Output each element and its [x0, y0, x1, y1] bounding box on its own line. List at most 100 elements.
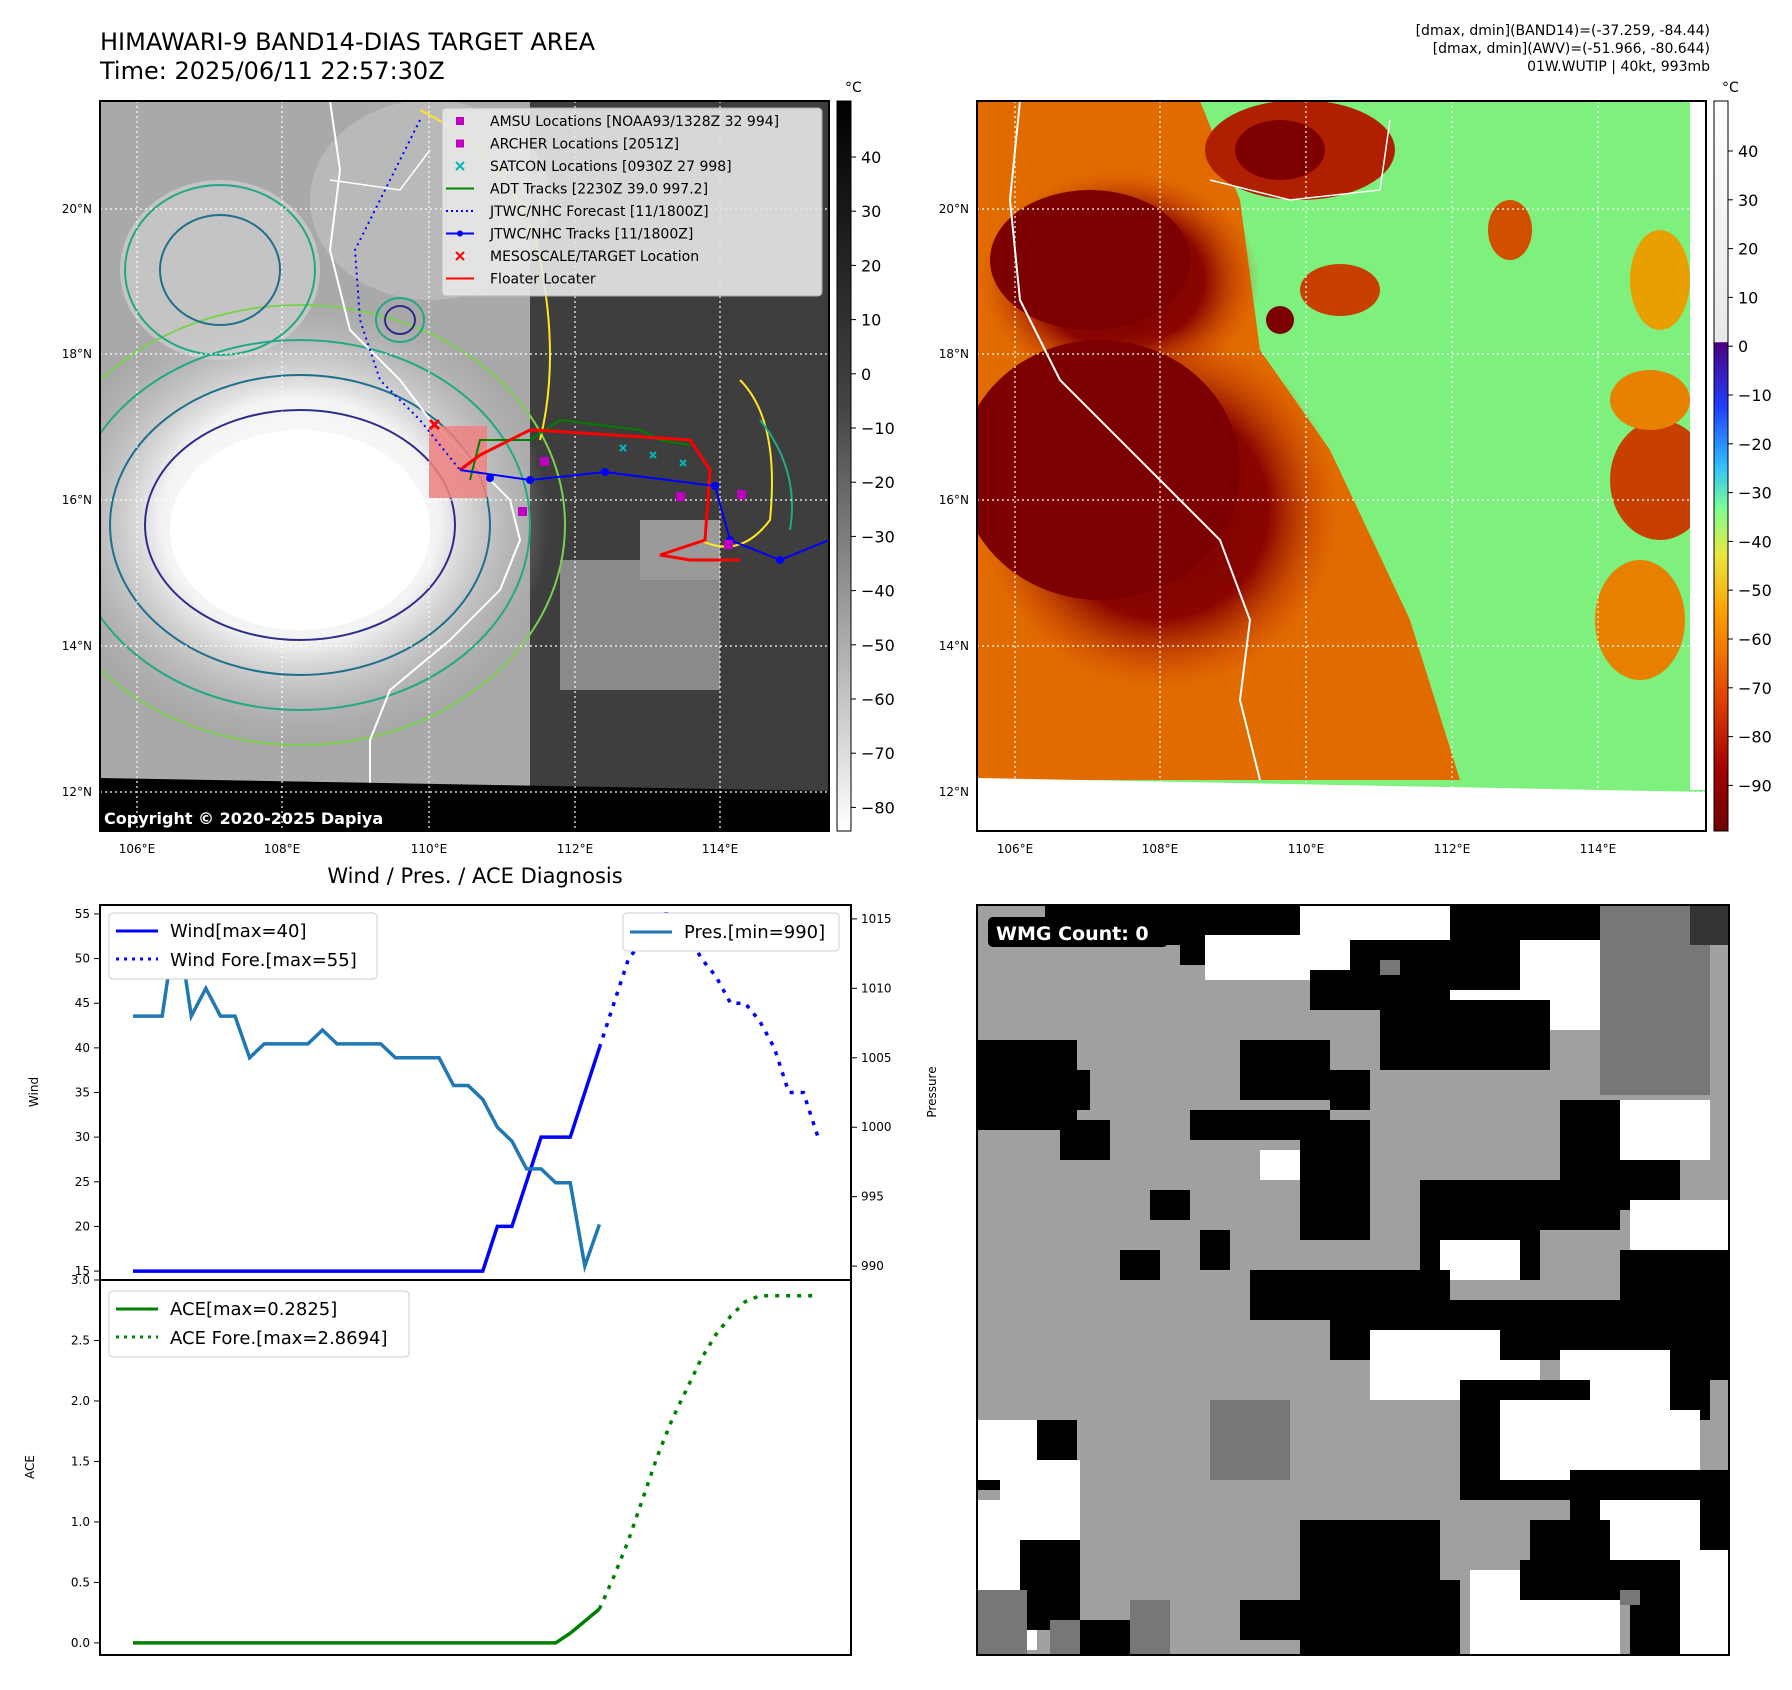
axis-tick-label: 0.0 — [71, 1636, 90, 1650]
axis-tick-label: 50 — [75, 952, 90, 966]
stats-line-1: [dmax, dmin](BAND14)=(-37.259, -84.44) — [1415, 23, 1710, 39]
lon-tick-label: 108°E — [1142, 842, 1179, 856]
colorbar-tick-label: −70 — [861, 744, 895, 763]
lon-tick-label: 114°E — [702, 842, 739, 856]
wmg-cell-block — [1700, 1480, 1729, 1550]
map-legend: AMSU Locations [NOAA93/1328Z 32 994] ARCH… — [441, 107, 823, 297]
axis-tick-label: 55 — [75, 907, 90, 921]
awv-colorbar-ticks: 40 30 20 10 0 −10 −20 −30 −40 −50 −60 −70 −80 −90 — [1728, 142, 1772, 795]
lat-tick-label: 14°N — [939, 639, 969, 653]
wmg-cell-block — [1620, 1590, 1640, 1605]
lon-tick-label: 114°E — [1580, 842, 1617, 856]
legend-item-label: SATCON Locations [0930Z 27 998] — [490, 159, 732, 175]
colorbar-tick-label: 30 — [861, 202, 881, 221]
lon-tick-label: 110°E — [1288, 842, 1325, 856]
pressure-series-line — [133, 918, 602, 1274]
legend-item: ADT Tracks [2230Z 39.0 997.2] — [446, 182, 708, 198]
wmg-cell-block — [1620, 1100, 1710, 1160]
wmg-cell-block — [1330, 1070, 1370, 1110]
awv-map-frame — [976, 100, 1707, 832]
wmg-cell-block — [1150, 1190, 1190, 1220]
axis-tick-label: 20 — [75, 1219, 90, 1233]
colorbar-tick-label: 10 — [1738, 288, 1758, 307]
colorbar-tick-label: −30 — [1738, 484, 1772, 503]
ace-ylabel: ACE — [23, 1455, 37, 1479]
colorbar-tick-label: 30 — [1738, 191, 1758, 210]
lon-tick-label: 108°E — [264, 842, 301, 856]
awv-colorbar — [1713, 100, 1729, 832]
lon-tick-label: 106°E — [119, 842, 156, 856]
axis-tick-label: 40 — [75, 1041, 90, 1055]
legend-item: AMSU Locations [NOAA93/1328Z 32 994] — [456, 114, 779, 130]
colorbar-tick-label: 0 — [1738, 337, 1748, 356]
legend-item: ARCHER Locations [2051Z] — [456, 137, 679, 153]
gray-colorbar-ticks: 40 30 20 10 0 −10 −20 −30 −40 −50 −60 −70 −80 — [851, 148, 895, 817]
legend-item: MESOSCALE/TARGET Location — [455, 249, 699, 265]
legend-wind: Wind[max=40] — [170, 921, 307, 942]
gray-colorbar — [836, 100, 852, 832]
wind-ylabel: Wind — [27, 1077, 41, 1107]
wmg-panel: WMG Count: 0 — [976, 904, 1730, 1656]
colorbar-tick-label: −60 — [861, 690, 895, 709]
colorbar-tick-label: 10 — [861, 311, 881, 330]
wmg-cell-block — [1620, 1410, 1700, 1470]
awv-map-image — [977, 101, 1706, 831]
wmg-cell-block — [1390, 1580, 1460, 1655]
legend-item-label: Floater Locater — [490, 272, 596, 288]
wmg-cell-block — [1130, 1600, 1170, 1655]
colorbar-tick-label: −50 — [861, 636, 895, 655]
stats-header: [dmax, dmin](BAND14)=(-37.259, -84.44) [… — [1416, 22, 1710, 76]
colorbar-tick-label: −10 — [861, 419, 895, 438]
floater-locater-path — [459, 428, 740, 562]
lat-tick-label: 16°N — [62, 493, 92, 507]
wmg-cell-block — [1060, 1120, 1110, 1160]
lat-tick-label: 14°N — [62, 639, 92, 653]
gray-colorbar-unit: °C — [845, 80, 862, 96]
axis-tick-label: 1010 — [861, 981, 892, 995]
colorbar-tick-label: −90 — [1738, 776, 1772, 795]
legend-ace: ACE[max=0.2825] — [170, 1299, 337, 1320]
ace-legend: ACE[max=0.2825] ACE Fore.[max=2.8694] — [108, 1290, 410, 1358]
axis-tick-label: 15 — [75, 1264, 90, 1278]
wmg-cell-block — [1440, 1240, 1520, 1280]
axis-tick-label: 1.5 — [71, 1454, 90, 1468]
legend-item: SATCON Locations [0930Z 27 998] — [455, 159, 732, 175]
mesoscale-target-marker — [428, 418, 441, 431]
satcon-markers — [619, 444, 687, 467]
wmg-cell-block — [1120, 1250, 1160, 1280]
wmg-cell-block — [1020, 1540, 1080, 1630]
axis-tick-label: 995 — [861, 1190, 884, 1204]
axis-tick-label: 990 — [861, 1259, 884, 1273]
stats-line-2: [dmax, dmin](AWV)=(-51.966, -80.644) — [1432, 41, 1710, 57]
axis-tick-label: 1005 — [861, 1051, 892, 1065]
diagnosis-title: Wind / Pres. / ACE Diagnosis — [327, 864, 622, 888]
axis-tick-label: 2.5 — [71, 1333, 90, 1347]
colorbar-tick-label: −20 — [1738, 435, 1772, 454]
axis-tick-label: 1.0 — [71, 1515, 90, 1529]
map-tick-labels: 106°E 106°E 108°E 108°E 110°E 110°E 112°E 112°E… — [62, 202, 1617, 856]
legend-item-label: JTWC/NHC Forecast [11/1800Z] — [489, 204, 709, 220]
adt-track — [469, 418, 691, 481]
colorbar-tick-label: −20 — [861, 473, 895, 492]
axis-tick-label: 3.0 — [71, 1273, 90, 1287]
wmg-cell-block — [1380, 960, 1400, 975]
lat-tick-label: 20°N — [939, 202, 969, 216]
colorbar-tick-label: −60 — [1738, 630, 1772, 649]
colorbar-tick-label: 0 — [861, 365, 871, 384]
axis-tick-label: 35 — [75, 1086, 90, 1100]
lat-tick-label: 20°N — [62, 202, 92, 216]
legend-wind-fore: Wind Fore.[max=55] — [170, 950, 357, 971]
wmg-cell-block — [1500, 1400, 1620, 1480]
wind-legend: Wind[max=40] Wind Fore.[max=55] — [108, 912, 378, 980]
legend-item-label: JTWC/NHC Tracks [11/1800Z] — [489, 227, 693, 243]
axis-tick-label: 1015 — [861, 912, 892, 926]
wmg-cell-block — [1300, 1120, 1370, 1240]
colorbar-tick-label: −30 — [861, 527, 895, 546]
legend-item-label: ADT Tracks [2230Z 39.0 997.2] — [490, 182, 708, 198]
wmg-cell-block — [1240, 1040, 1330, 1100]
colorbar-tick-label: 40 — [1738, 142, 1758, 161]
colorbar-tick-label: 40 — [861, 148, 881, 167]
ir-map-frame — [99, 100, 830, 832]
colorbar-tick-label: 20 — [861, 256, 881, 275]
